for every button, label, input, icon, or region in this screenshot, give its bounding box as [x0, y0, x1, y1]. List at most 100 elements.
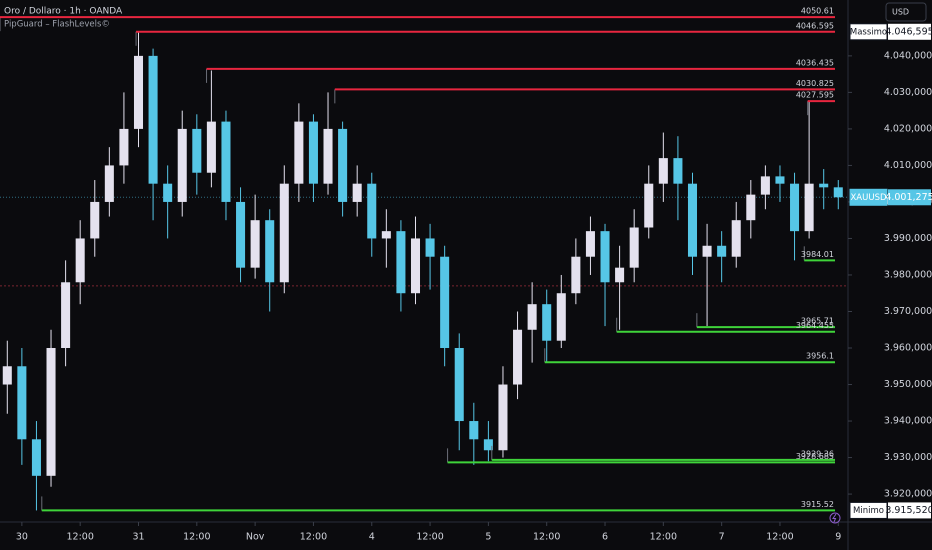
x-tick-label: 9 [835, 532, 841, 543]
price-tag-box [888, 502, 931, 519]
candle-body [629, 227, 639, 268]
candle-body [454, 348, 464, 422]
candle-body [265, 220, 275, 283]
candle-body [615, 267, 625, 283]
y-tick-label: 3.940,000 [884, 416, 932, 427]
price-tag-box [888, 23, 931, 40]
support-label: 3928.685 [796, 452, 834, 461]
candle-body [323, 128, 333, 184]
support-label: 3956.1 [806, 352, 834, 361]
resistance-label: 4046.595 [796, 21, 834, 30]
candle-body [46, 348, 56, 476]
y-tick-label: 3.950,000 [884, 379, 932, 390]
resistance-label: 4036.435 [796, 58, 834, 67]
candle-body [294, 121, 304, 184]
candle-body [61, 282, 71, 349]
candle-body [702, 245, 712, 257]
price-tag-value: 4.001,275 [885, 192, 932, 203]
candle-body [644, 183, 654, 228]
candle-body [192, 128, 202, 173]
candle-body [250, 220, 260, 268]
x-tick-label: 31 [132, 532, 144, 543]
candle-body [133, 55, 144, 129]
candle-body [148, 55, 158, 184]
resistance-label: 4050.61 [801, 7, 834, 16]
candle-body [381, 231, 391, 239]
y-tick-label: 4.020,000 [884, 123, 932, 134]
price-tag-value: 3.915,520 [885, 505, 932, 516]
candle-body [163, 183, 173, 202]
candle-body [819, 183, 829, 188]
y-tick-label: 3.930,000 [884, 452, 932, 463]
price-tag-name: Minimo [853, 506, 884, 516]
candle-body [104, 165, 114, 202]
candle-body [717, 245, 727, 257]
x-tick-label: 6 [602, 532, 608, 543]
support-label: 3965.71 [801, 317, 834, 326]
y-tick-label: 4.040,000 [884, 50, 932, 61]
x-tick-label: 4 [369, 532, 375, 543]
candle-body [17, 366, 27, 440]
price-tag-name-box [849, 23, 888, 41]
candle-body [673, 158, 683, 184]
candle-body [90, 201, 100, 239]
y-tick-label: 3.920,000 [884, 489, 932, 500]
candle-body [760, 176, 770, 195]
x-tick-label: 12:00 [183, 532, 210, 543]
x-tick-label: 7 [719, 532, 725, 543]
x-tick-label: 30 [16, 532, 28, 543]
x-tick-label: 12:00 [66, 532, 93, 543]
x-tick-label: 12:00 [650, 532, 677, 543]
price-tag-name-box [849, 188, 888, 206]
currency[interactable]: USD [892, 8, 909, 17]
price-tag-name-box [849, 501, 888, 519]
candle-body [731, 220, 741, 257]
y-tick-label: 3.980,000 [884, 269, 932, 280]
support-label: 3964.455 [796, 321, 834, 330]
candle-body [119, 128, 129, 166]
candle-body [775, 176, 785, 184]
candle-body [338, 128, 348, 202]
x-tick-label: Nov [246, 532, 265, 543]
currency-box[interactable] [885, 2, 927, 22]
candle-body [236, 201, 246, 268]
candle-body [483, 439, 493, 451]
candle-body [308, 121, 318, 184]
chart-title: Oro / Dollaro · 1h · OANDA [4, 7, 123, 17]
x-tick-label: 12:00 [533, 532, 560, 543]
candle-body [440, 256, 450, 349]
resistance-label: 4030.825 [796, 79, 834, 88]
candle-body [585, 231, 595, 257]
support-label: 3929.36 [801, 449, 834, 458]
candle-body [177, 128, 187, 202]
candle-body [352, 183, 362, 202]
candle-body [410, 238, 421, 294]
candle-body [513, 329, 523, 385]
candle-body [746, 194, 756, 221]
indicator-name: PipGuard – FlashLevels© [4, 20, 110, 30]
x-tick-label: 12:00 [416, 532, 443, 543]
price-tag-name: XAUUSD [850, 193, 886, 203]
candle-body [658, 158, 668, 184]
candle-body [425, 238, 435, 257]
candle-body [687, 183, 698, 257]
candle-body [790, 183, 800, 232]
support-label: 3984.01 [801, 250, 834, 259]
alert-bolt [832, 513, 837, 523]
alert-icon[interactable] [829, 512, 841, 524]
candle-body [833, 187, 843, 198]
y-tick-label: 3.960,000 [884, 343, 932, 354]
candle-body [571, 256, 581, 294]
y-tick-label: 3.970,000 [884, 306, 932, 317]
y-tick-label: 4.030,000 [884, 87, 932, 98]
plot [2, 31, 843, 511]
candle-body [221, 121, 231, 202]
price-tag-box [888, 189, 931, 206]
candle-body [279, 183, 289, 283]
x-tick-label: 12:00 [766, 532, 793, 543]
candle-body [31, 439, 41, 476]
candle-body [804, 183, 814, 232]
grid: 3.920,000 3.930,000 3.940,000 3.950,000 3.96… [0, 50, 932, 543]
candle-body [2, 366, 12, 385]
